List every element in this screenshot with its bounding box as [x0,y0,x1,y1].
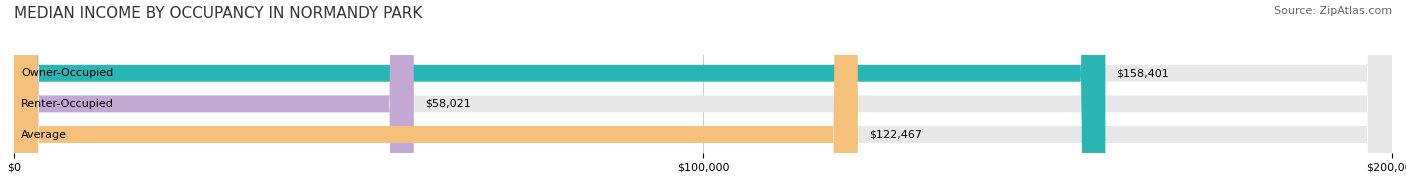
FancyBboxPatch shape [14,0,858,196]
Text: $122,467: $122,467 [869,130,922,140]
FancyBboxPatch shape [14,0,1392,196]
Text: MEDIAN INCOME BY OCCUPANCY IN NORMANDY PARK: MEDIAN INCOME BY OCCUPANCY IN NORMANDY P… [14,6,422,21]
Text: Source: ZipAtlas.com: Source: ZipAtlas.com [1274,6,1392,16]
Text: $158,401: $158,401 [1116,68,1170,78]
Text: $58,021: $58,021 [425,99,471,109]
Text: Owner-Occupied: Owner-Occupied [21,68,114,78]
FancyBboxPatch shape [14,0,413,196]
FancyBboxPatch shape [14,0,1105,196]
Text: Renter-Occupied: Renter-Occupied [21,99,114,109]
FancyBboxPatch shape [14,0,1392,196]
FancyBboxPatch shape [14,0,1392,196]
Text: Average: Average [21,130,67,140]
